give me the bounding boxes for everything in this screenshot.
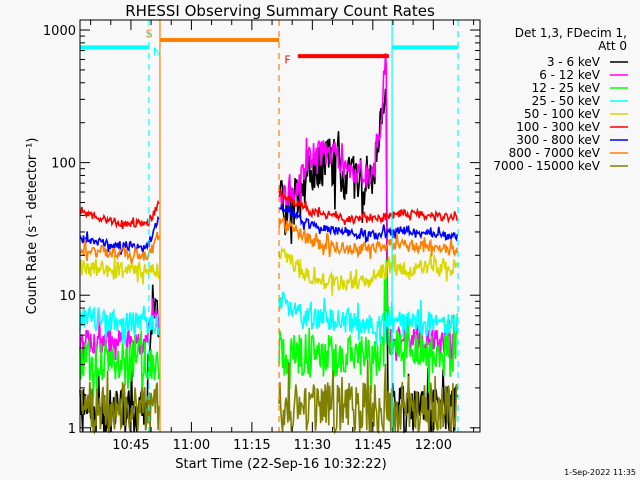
- x-tick-label: 11:15: [233, 438, 270, 453]
- y-tick-label: 1: [68, 422, 76, 437]
- legend-label: 25 - 50 keV: [532, 94, 601, 108]
- series-line-800-7000keV: [79, 231, 160, 264]
- legend-header-line-1: Det 1,3, FDecim 1,: [515, 26, 627, 40]
- flag-label-s: S: [146, 28, 153, 41]
- series-line-12-25keV: [79, 330, 160, 403]
- y-axis-label: Count Rate (s⁻¹ detector⁻¹): [25, 138, 40, 315]
- series-line-25-50keV: [278, 291, 459, 346]
- series-line-6-12keV: [79, 298, 160, 365]
- legend-label: 50 - 100 keV: [524, 107, 601, 121]
- x-tick-label: 11:00: [173, 438, 210, 453]
- series-line-25-50keV: [79, 305, 160, 345]
- legend-header-line-2: Att 0: [598, 39, 627, 53]
- legend-label: 100 - 300 keV: [516, 120, 600, 134]
- plot-frame: [79, 19, 481, 433]
- series-line-100-300keV: [79, 199, 160, 230]
- x-tick-label: 12:00: [415, 438, 452, 453]
- legend-label: 7000 - 15000 keV: [493, 159, 600, 173]
- chart-title: RHESSI Observing Summary Count Rates: [125, 2, 435, 20]
- legend-label: 800 - 7000 keV: [509, 146, 601, 160]
- series-line-12-25keV: [278, 259, 459, 394]
- x-tick-label: 10:45: [112, 438, 149, 453]
- y-tick-label: 100: [51, 157, 76, 172]
- flag-label-n: N: [153, 45, 161, 58]
- axes: 10:45 11:00 11:15 11:30 11:45 12:00 1 10 100 1000: [43, 19, 481, 453]
- legend-label: 300 - 800 keV: [516, 133, 600, 147]
- footer-timestamp: 1-Sep-2022 11:35: [564, 468, 636, 477]
- legend-label: 12 - 25 keV: [532, 81, 601, 95]
- legend-label: 3 - 6 keV: [547, 55, 601, 69]
- x-tick-label: 11:45: [354, 438, 391, 453]
- series-line-7000-15000keV: [278, 359, 459, 435]
- series-line-800-7000keV: [278, 216, 459, 259]
- plot-area: SN F: [79, 20, 459, 435]
- series-line-50-100keV: [278, 246, 459, 296]
- series-line-300-800keV: [278, 204, 459, 243]
- series-line-7000-15000keV: [79, 370, 160, 435]
- flag-label-f: F: [284, 53, 290, 66]
- y-tick-label: 1000: [43, 24, 76, 39]
- legend-label: 6 - 12 keV: [539, 68, 601, 82]
- series-line-300-800keV: [79, 215, 160, 255]
- series-line-100-300keV: [278, 188, 459, 226]
- series-line-50-100keV: [79, 255, 160, 285]
- x-tick-label: 11:30: [294, 438, 331, 453]
- y-tick-label: 10: [59, 289, 76, 304]
- x-axis-label: Start Time (22-Sep-16 10:32:22): [175, 457, 386, 472]
